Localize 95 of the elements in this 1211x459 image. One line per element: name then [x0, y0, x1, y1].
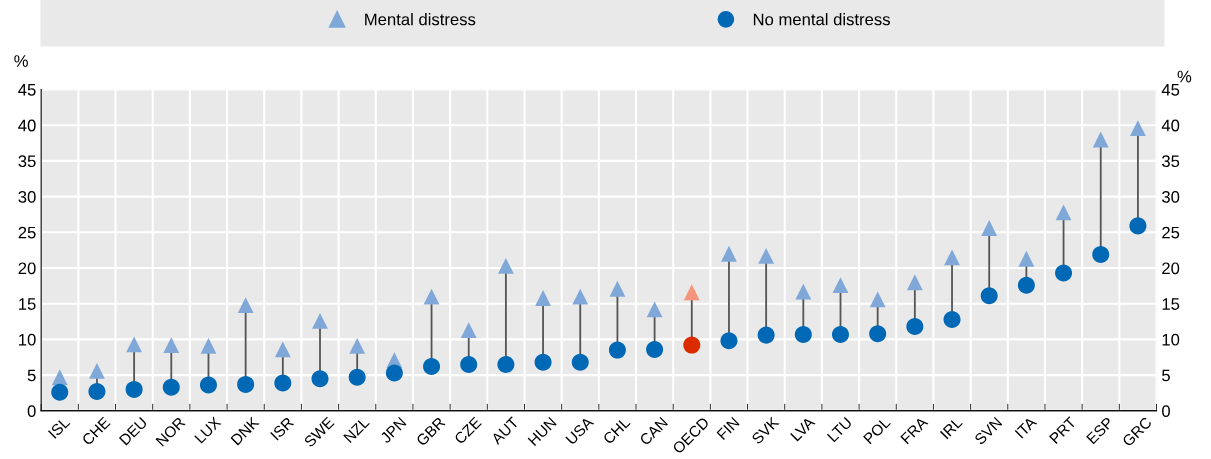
point [1055, 204, 1072, 221]
point [721, 245, 737, 262]
y2-tick-label: 5 [1162, 369, 1170, 382]
x-tick-label: ISL [47, 416, 71, 439]
legend-label: No mental distress [753, 13, 890, 26]
point [980, 287, 998, 305]
x-tick-label: LVA [790, 416, 816, 442]
point [646, 340, 664, 358]
y2-tick-label: 30 [1162, 191, 1180, 203]
point [1130, 120, 1146, 136]
point [683, 336, 701, 354]
y2-tick-label: 35 [1162, 155, 1180, 168]
point [1129, 217, 1147, 235]
y2-tick-label: 25 [1162, 226, 1180, 239]
point [237, 297, 254, 314]
point [646, 301, 663, 318]
point [571, 353, 589, 371]
point [125, 380, 143, 398]
point [795, 283, 812, 300]
y-tick-label: 25 [18, 226, 36, 239]
y-tick-label: 40 [18, 119, 36, 132]
point [1017, 276, 1035, 294]
x-tick-label: ISR [270, 416, 295, 441]
point [274, 341, 291, 358]
y2-axis-title: % [1177, 70, 1192, 83]
point [906, 274, 923, 291]
y-tick-label: 35 [18, 155, 36, 168]
point [943, 310, 961, 328]
y2-tick-label: 0 [1162, 405, 1170, 418]
point [126, 336, 143, 353]
point [1055, 264, 1073, 282]
y2-tick-label: 20 [1162, 262, 1180, 275]
x-tick-label: ITA [1014, 416, 1038, 439]
y-tick-label: 30 [18, 191, 36, 203]
point [349, 337, 366, 354]
point [348, 368, 366, 386]
point [423, 288, 440, 305]
x-tick-label: LTU [826, 416, 853, 443]
point [89, 362, 105, 379]
x-tick-label: USA [565, 415, 595, 445]
point [758, 247, 775, 264]
point [200, 337, 217, 354]
x-tick-label: CHL [602, 416, 631, 445]
point [683, 284, 700, 301]
y-axis-title: % [14, 55, 28, 67]
y2-tick-label: 45 [1161, 84, 1180, 96]
point [199, 376, 217, 394]
x-tick-label: NZL [343, 416, 370, 444]
point [163, 337, 180, 354]
y-tick-label: 45 [18, 84, 36, 96]
point [906, 318, 924, 336]
y-tick-label: 20 [18, 262, 36, 275]
point [609, 280, 626, 297]
point [51, 369, 68, 386]
y2-tick-label: 10 [1162, 333, 1180, 346]
x-tick-label: IRL [939, 416, 963, 440]
point [757, 326, 775, 344]
point [274, 374, 292, 392]
point [831, 325, 849, 343]
point [1092, 245, 1110, 263]
point [944, 249, 960, 266]
point [385, 364, 403, 382]
point [534, 353, 552, 371]
point [869, 325, 887, 343]
point [88, 383, 106, 401]
y-tick-label: 5 [27, 369, 36, 382]
point [460, 355, 478, 373]
point [608, 341, 626, 359]
point [497, 355, 515, 373]
point [162, 378, 180, 396]
y2-tick-label: 40 [1161, 119, 1180, 132]
point [720, 332, 738, 350]
x-tick-label: FRA [900, 416, 929, 445]
point [423, 358, 441, 376]
point [535, 290, 551, 306]
point [311, 370, 329, 388]
point [832, 277, 849, 294]
point [51, 383, 69, 401]
y2-tick-label: 15 [1162, 298, 1180, 310]
y-tick-label: 10 [19, 333, 36, 346]
point [981, 220, 998, 236]
point [312, 312, 328, 329]
point [237, 375, 255, 393]
y-tick-label: 15 [19, 298, 36, 310]
point [869, 291, 886, 308]
y-tick-label: 0 [27, 405, 36, 418]
point [497, 257, 514, 274]
point [1018, 250, 1035, 267]
legend-label: Mental distress [365, 13, 476, 26]
point [794, 325, 812, 343]
point [572, 288, 589, 305]
x-tick-label: FIN [716, 416, 740, 441]
point [460, 322, 477, 339]
x-tick-label: POL [863, 416, 892, 445]
point [1092, 131, 1109, 148]
